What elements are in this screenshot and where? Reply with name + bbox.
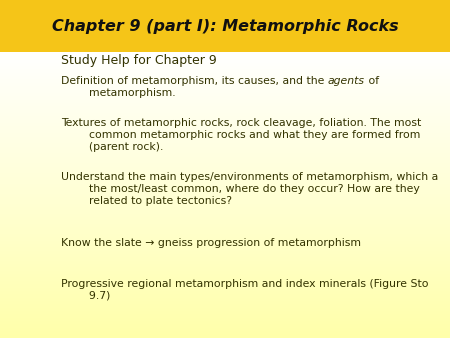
Text: agents: agents	[328, 76, 364, 86]
Text: metamorphism.: metamorphism.	[61, 76, 176, 98]
Text: of: of	[364, 76, 379, 86]
Text: Definition of metamorphism, its causes, and the: Definition of metamorphism, its causes, …	[61, 76, 328, 86]
Text: Know the slate → gneiss progression of metamorphism: Know the slate → gneiss progression of m…	[61, 238, 361, 248]
Text: Study Help for Chapter 9: Study Help for Chapter 9	[61, 54, 216, 67]
Text: Progressive regional metamorphism and index minerals (Figure Sto
        9.7): Progressive regional metamorphism and in…	[61, 279, 428, 300]
Text: Chapter 9 (part I): Metamorphic Rocks: Chapter 9 (part I): Metamorphic Rocks	[52, 19, 398, 33]
Bar	[0, 0, 450, 52]
Text: Textures of metamorphic rocks, rock cleavage, foliation. The most
        common: Textures of metamorphic rocks, rock clea…	[61, 118, 421, 151]
Text: Understand the main types/environments of metamorphism, which a
        the most: Understand the main types/environments o…	[61, 172, 438, 206]
